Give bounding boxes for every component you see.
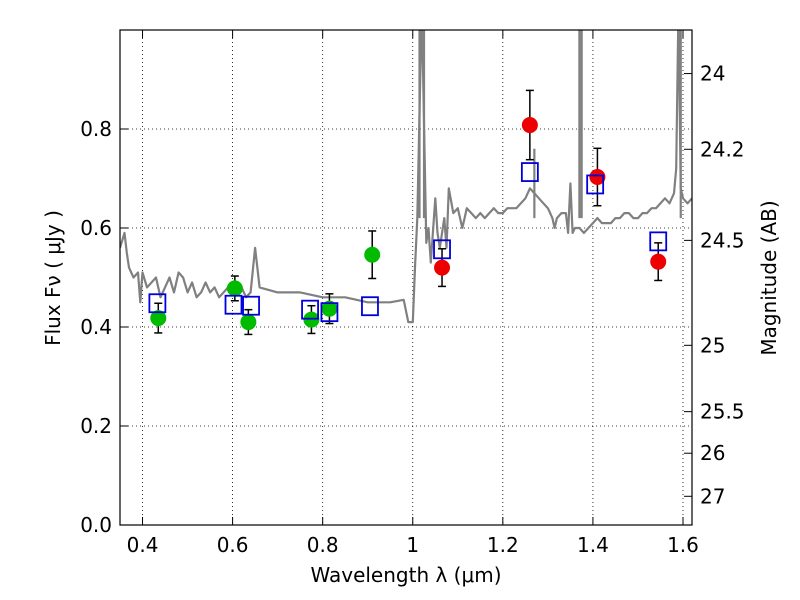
right-tick-label: 24.5 xyxy=(700,228,745,252)
y-tick-label: 0.4 xyxy=(80,315,112,339)
blue-model-square xyxy=(320,302,339,323)
right-tick-label: 26 xyxy=(700,441,725,465)
blue-model-square xyxy=(301,299,319,320)
right-tick-label: 27 xyxy=(700,484,725,508)
green-data-point xyxy=(150,310,167,327)
red-data-point xyxy=(589,169,606,186)
x-tick-label: 0.8 xyxy=(307,533,339,557)
red-data-point xyxy=(434,259,451,276)
blue-model-square xyxy=(433,239,451,260)
x-tick-label: 1.6 xyxy=(667,533,699,557)
y-tick-label: 0.2 xyxy=(80,414,112,438)
x-tick-label: 0.6 xyxy=(217,533,249,557)
blue-model-square xyxy=(586,174,605,195)
axis-ticks: 0.4 0.6 0.8 1 1.2 1.4 1.6 0.0 0.2 0.4 0.6 0.8 24 24.2… xyxy=(80,30,745,557)
right-tick-label: 24 xyxy=(700,62,725,86)
right-tick-label: 25 xyxy=(700,333,725,357)
photometry-points xyxy=(148,89,668,336)
y-axis-title: Flux Fν ( μJy ) xyxy=(41,210,65,346)
grid xyxy=(120,30,692,525)
y-tick-label: 0.8 xyxy=(80,117,112,141)
green-data-point xyxy=(226,280,243,297)
blue-model-square xyxy=(649,231,668,252)
x-tick-label: 1 xyxy=(406,533,419,557)
right-axis-title: Magnitude (AB) xyxy=(757,200,781,355)
right-tick-label: 25.5 xyxy=(700,400,745,424)
blue-model-square xyxy=(224,294,243,315)
plot-frame xyxy=(119,29,693,526)
x-tick-label: 1.4 xyxy=(577,533,609,557)
y-tick-label: 0.6 xyxy=(80,216,112,240)
template-spectrum-line xyxy=(120,30,692,324)
green-data-point xyxy=(303,311,320,328)
right-tick-label: 24.2 xyxy=(700,137,745,161)
x-tick-label: 1.2 xyxy=(487,533,519,557)
blue-model-square xyxy=(148,293,167,314)
template-spectrum-path xyxy=(120,30,692,324)
green-data-point xyxy=(364,246,381,263)
red-data-point xyxy=(521,117,538,134)
blue-model-square xyxy=(361,296,379,317)
green-data-point xyxy=(240,314,257,331)
x-tick-label: 0.4 xyxy=(127,533,159,557)
red-data-point xyxy=(650,253,667,270)
x-axis-title: Wavelength λ (μm) xyxy=(310,563,501,587)
blue-model-square xyxy=(520,162,539,182)
blue-model-square xyxy=(242,295,260,316)
y-tick-label: 0.0 xyxy=(80,513,112,537)
